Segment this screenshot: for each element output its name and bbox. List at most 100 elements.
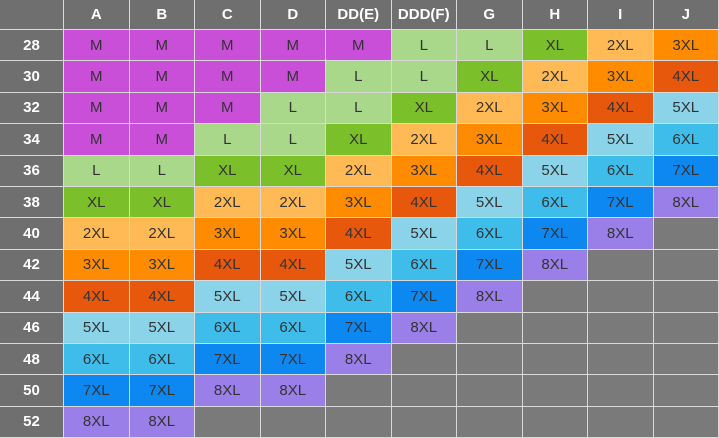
size-cell: 6XL <box>260 312 326 344</box>
row-header: 36 <box>0 155 64 187</box>
empty-cell <box>653 218 719 250</box>
size-cell: 4XL <box>195 249 261 282</box>
size-cell: 7XL <box>391 281 457 313</box>
column-header: I <box>588 0 654 30</box>
size-cell: L <box>260 124 326 156</box>
size-cell: 5XL <box>457 186 523 219</box>
size-cell: 8XL <box>326 343 392 376</box>
size-cell: 5XL <box>64 312 130 344</box>
empty-cell <box>653 312 719 344</box>
empty-cell <box>522 406 588 438</box>
size-cell: 7XL <box>64 375 130 407</box>
corner-cell <box>0 0 64 30</box>
size-cell: 7XL <box>457 249 523 282</box>
size-cell: 6XL <box>195 312 261 344</box>
size-cell: 3XL <box>391 155 457 187</box>
column-header: DDD(F) <box>391 0 457 30</box>
size-cell: 7XL <box>260 343 326 376</box>
row-header: 48 <box>0 343 64 376</box>
size-cell: 8XL <box>195 375 261 407</box>
size-cell: 8XL <box>457 281 523 313</box>
size-cell: 4XL <box>260 249 326 282</box>
column-header: J <box>653 0 719 30</box>
size-cell: 5XL <box>260 281 326 313</box>
empty-cell <box>457 343 523 376</box>
empty-cell <box>457 375 523 407</box>
size-cell: M <box>64 30 130 62</box>
size-cell: M <box>195 30 261 62</box>
size-cell: M <box>195 92 261 125</box>
size-cell: 2XL <box>260 186 326 219</box>
empty-cell <box>653 249 719 282</box>
column-header: H <box>522 0 588 30</box>
size-cell: 2XL <box>391 124 457 156</box>
empty-cell <box>391 406 457 438</box>
size-cell: 8XL <box>260 375 326 407</box>
size-cell: 4XL <box>588 92 654 125</box>
row-header: 40 <box>0 218 64 250</box>
row-header: 32 <box>0 92 64 125</box>
empty-cell <box>653 406 719 438</box>
size-cell: 4XL <box>326 218 392 250</box>
empty-cell <box>522 343 588 376</box>
size-cell: 5XL <box>391 218 457 250</box>
size-cell: M <box>64 92 130 125</box>
column-header: D <box>260 0 326 30</box>
size-cell: L <box>129 155 195 187</box>
size-cell: 4XL <box>129 281 195 313</box>
column-header: DD(E) <box>326 0 392 30</box>
size-cell: 6XL <box>391 249 457 282</box>
size-cell: M <box>326 30 392 62</box>
size-cell: 8XL <box>522 249 588 282</box>
size-cell: 5XL <box>195 281 261 313</box>
size-cell: 6XL <box>588 155 654 187</box>
size-cell: 6XL <box>653 124 719 156</box>
size-cell: XL <box>457 61 523 93</box>
empty-cell <box>653 375 719 407</box>
size-cell: 7XL <box>522 218 588 250</box>
size-cell: XL <box>129 186 195 219</box>
size-cell: L <box>326 92 392 125</box>
row-header: 50 <box>0 375 64 407</box>
row-header: 28 <box>0 30 64 62</box>
size-cell: 3XL <box>588 61 654 93</box>
row-header: 42 <box>0 249 64 282</box>
empty-cell <box>588 375 654 407</box>
column-header: G <box>457 0 523 30</box>
empty-cell <box>260 406 326 438</box>
size-cell: M <box>129 124 195 156</box>
column-header: A <box>64 0 130 30</box>
size-cell: 5XL <box>326 249 392 282</box>
row-header: 52 <box>0 406 64 438</box>
size-cell: 6XL <box>522 186 588 219</box>
size-cell: 6XL <box>129 343 195 376</box>
size-cell: M <box>195 61 261 93</box>
size-cell: 2XL <box>326 155 392 187</box>
size-cell: 3XL <box>326 186 392 219</box>
size-cell: 8XL <box>129 406 195 438</box>
size-cell: XL <box>522 30 588 62</box>
empty-cell <box>522 312 588 344</box>
size-cell: 2XL <box>588 30 654 62</box>
size-cell: 3XL <box>64 249 130 282</box>
empty-cell <box>457 312 523 344</box>
size-cell: L <box>326 61 392 93</box>
size-cell: 7XL <box>326 312 392 344</box>
size-cell: 8XL <box>64 406 130 438</box>
empty-cell <box>391 375 457 407</box>
size-cell: 4XL <box>64 281 130 313</box>
size-cell: L <box>391 30 457 62</box>
size-cell: 2XL <box>64 218 130 250</box>
size-cell: L <box>64 155 130 187</box>
size-cell: 4XL <box>457 155 523 187</box>
column-header: C <box>195 0 261 30</box>
size-cell: 3XL <box>653 30 719 62</box>
size-cell: 8XL <box>391 312 457 344</box>
size-cell: 7XL <box>653 155 719 187</box>
size-cell: XL <box>326 124 392 156</box>
size-cell: L <box>260 92 326 125</box>
empty-cell <box>326 375 392 407</box>
row-header: 44 <box>0 281 64 313</box>
size-cell: 2XL <box>195 186 261 219</box>
